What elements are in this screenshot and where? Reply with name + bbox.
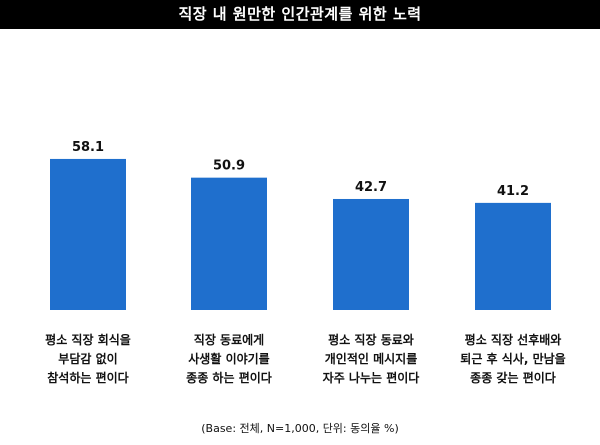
category-label-line: 평소 직장 회식을 — [45, 332, 131, 347]
bar-4 — [475, 202, 551, 310]
category-label-line: 퇴근 후 식사, 만남을 — [460, 351, 565, 366]
bar-3 — [333, 198, 409, 310]
value-label-1: 58.1 — [72, 140, 104, 155]
value-label-4: 41.2 — [497, 184, 529, 199]
value-labels-layer: 58.1 50.9 42.7 41.2 — [72, 140, 529, 199]
bar-1 — [50, 158, 126, 310]
category-label-line: 사생활 이야기를 — [188, 351, 269, 366]
category-label-line: 평소 직장 동료와 — [328, 332, 414, 347]
category-label-line: 자주 나누는 편이다 — [323, 370, 420, 385]
category-label-line: 평소 직장 선후배와 — [465, 332, 562, 347]
category-label-line: 종종 하는 편이다 — [186, 370, 272, 385]
bars-layer — [50, 158, 551, 310]
chart-title: 직장 내 원만한 인간관계를 위한 노력 — [0, 0, 600, 29]
value-label-2: 50.9 — [213, 159, 245, 174]
category-label-line: 부담감 없이 — [58, 351, 117, 366]
footnote: (Base: 전체, N=1,000, 단위: 동의율 %) — [201, 422, 399, 435]
category-label-line: 참석하는 편이다 — [47, 370, 128, 385]
category-label-line: 종종 갖는 편이다 — [470, 370, 556, 385]
category-label-line: 개인적인 메시지를 — [325, 351, 418, 366]
bar-2 — [191, 177, 267, 310]
value-label-3: 42.7 — [355, 180, 387, 195]
category-label-line: 직장 동료에게 — [194, 332, 264, 347]
